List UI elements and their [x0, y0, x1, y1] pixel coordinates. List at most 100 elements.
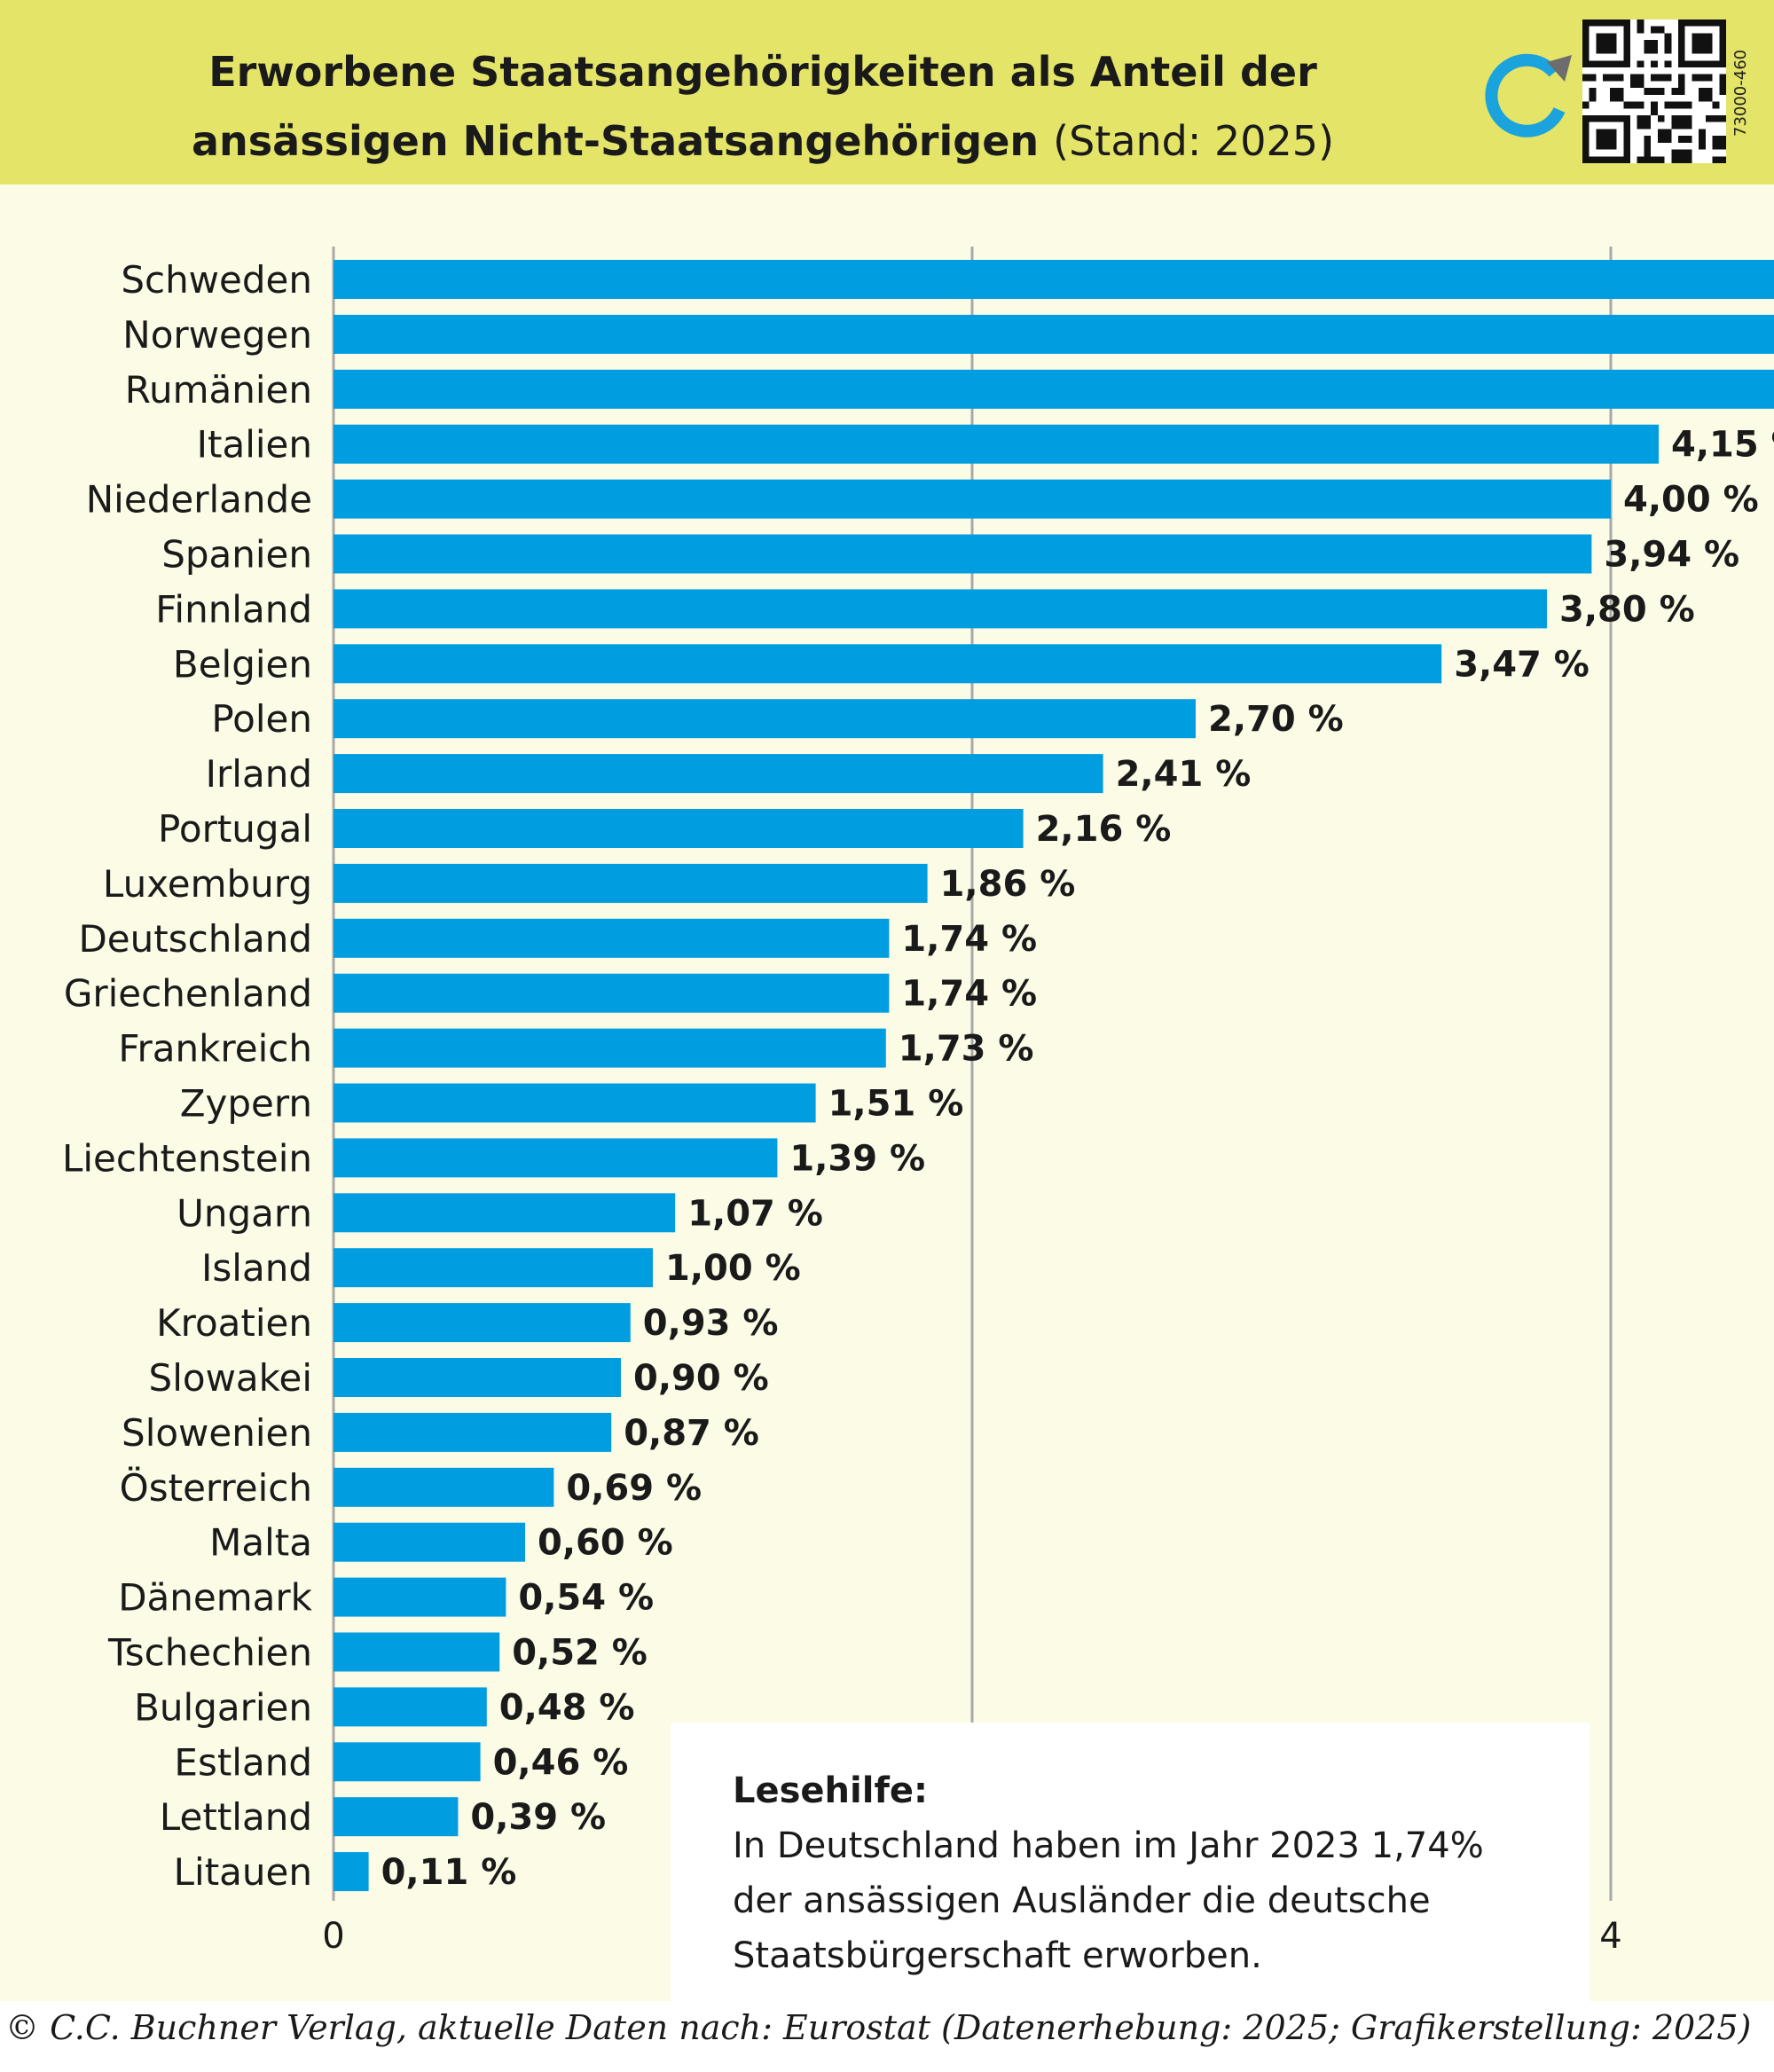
reading-aid-line-2: der ansässigen Ausländer die deutsche — [733, 1880, 1431, 1921]
plot-area: 02468 SchwedenNorwegenRumänienItalienNie… — [0, 184, 1774, 2021]
value-label: 4,15 % — [1671, 425, 1774, 466]
document-code: 73000-460 — [1731, 49, 1750, 137]
bar — [334, 863, 928, 903]
title-line-2: ansässigen Nicht-Staatsangehörigen (Stan… — [53, 106, 1472, 176]
category-label: Spanien — [161, 533, 312, 577]
value-label: 0,39 % — [470, 1797, 606, 1838]
reading-aid-title: Lesehilfe: — [733, 1770, 928, 1811]
category-label: Griechenland — [64, 972, 312, 1016]
value-labels: 7,92 %6,11 %5,92 %4,15 %4,00 %3,94 %3,80… — [381, 425, 1774, 1893]
bar — [334, 644, 1442, 684]
category-label: Luxemburg — [103, 862, 312, 906]
bar — [334, 1193, 676, 1233]
bar — [334, 918, 890, 958]
x-tick-label: 0 — [322, 1916, 344, 1957]
bar — [334, 1577, 506, 1617]
bar — [334, 314, 1774, 354]
value-label: 1,39 % — [789, 1138, 925, 1179]
bar — [334, 1742, 481, 1782]
value-label: 0,60 % — [538, 1523, 673, 1564]
value-label: 1,00 % — [665, 1248, 801, 1289]
value-label: 0,93 % — [643, 1303, 779, 1344]
bars — [334, 260, 1774, 1892]
value-label: 1,73 % — [899, 1029, 1034, 1070]
value-label: 1,74 % — [901, 974, 1037, 1015]
bar — [334, 1248, 653, 1288]
title-line-2-bold: ansässigen Nicht-Staatsangehörigen — [191, 117, 1040, 165]
category-label: Island — [201, 1246, 312, 1290]
source-footer: © C.C. Buchner Verlag, aktuelle Daten na… — [5, 2008, 1752, 2047]
value-label: 0,46 % — [493, 1742, 629, 1783]
bar — [334, 1797, 459, 1837]
bar — [334, 754, 1103, 794]
value-label: 0,52 % — [512, 1633, 648, 1674]
bar — [334, 1412, 612, 1452]
category-label: Dänemark — [118, 1576, 312, 1620]
refresh-arrow-icon — [1485, 53, 1572, 137]
bar — [334, 424, 1659, 464]
bar — [334, 589, 1547, 629]
value-label: 2,70 % — [1208, 699, 1344, 740]
bar — [334, 534, 1592, 574]
category-label: Italien — [197, 423, 312, 467]
value-label: 2,41 % — [1116, 754, 1252, 795]
grid-lines — [332, 247, 1613, 1901]
reading-aid-box: Lesehilfe: In Deutschland haben im Jahr … — [671, 1723, 1590, 2021]
value-label: 2,16 % — [1036, 809, 1172, 850]
category-label: Norwegen — [122, 313, 312, 357]
category-label: Schweden — [121, 258, 312, 302]
category-label: Ungarn — [177, 1191, 312, 1235]
bar — [334, 1632, 500, 1672]
reading-aid-line-3: Staatsbürgerschaft erworben. — [733, 1935, 1262, 1976]
title-stand: (Stand: 2025) — [1053, 117, 1335, 165]
bar — [334, 369, 1774, 409]
category-labels: Schweden Norwegen Rumänien Italien Niederlan… — [62, 258, 313, 1894]
category-label: Estland — [174, 1740, 312, 1784]
value-label: 0,90 % — [633, 1358, 769, 1399]
category-label: Niederlande — [86, 478, 312, 522]
bar — [334, 260, 1774, 299]
value-label: 3,80 % — [1559, 589, 1695, 630]
category-label: Malta — [209, 1521, 312, 1565]
category-label: Liechtenstein — [62, 1136, 312, 1180]
value-label: 3,94 % — [1604, 535, 1739, 576]
bar — [334, 479, 1611, 519]
bar — [334, 1138, 778, 1178]
bar-chart: 02468 SchwedenNorwegenRumänienItalienNie… — [62, 247, 1774, 1957]
bar — [334, 1852, 369, 1892]
category-label: Irland — [206, 752, 312, 796]
bar — [334, 1083, 816, 1123]
bar — [334, 1467, 554, 1507]
category-label: Zypern — [180, 1082, 312, 1126]
category-label: Tschechien — [107, 1631, 312, 1675]
category-label: Bulgarien — [134, 1685, 312, 1729]
value-label: 0,87 % — [624, 1413, 759, 1454]
bar — [334, 1303, 631, 1343]
category-label: Lettland — [160, 1795, 312, 1839]
bar — [334, 1028, 886, 1068]
value-label: 3,47 % — [1454, 644, 1590, 685]
category-label: Kroatien — [156, 1301, 312, 1345]
qr-code-icon — [1582, 20, 1726, 163]
value-label: 0,48 % — [499, 1687, 635, 1728]
bar — [334, 973, 890, 1013]
value-label: 0,11 % — [381, 1852, 517, 1893]
category-label: Deutschland — [78, 917, 312, 961]
category-label: Portugal — [158, 807, 312, 851]
chart-title: Erworbene Staatsangehörigkeiten als Ante… — [53, 37, 1472, 176]
value-label: 0,69 % — [566, 1468, 702, 1509]
reading-aid-line-1: In Deutschland haben im Jahr 2023 1,74% — [733, 1825, 1484, 1866]
category-label: Slowakei — [149, 1356, 312, 1400]
category-label: Polen — [211, 697, 312, 741]
value-label: 0,54 % — [518, 1578, 654, 1619]
bar — [334, 809, 1024, 848]
value-label: 1,74 % — [901, 919, 1037, 960]
category-label: Litauen — [174, 1850, 312, 1894]
category-label: Rumänien — [125, 368, 312, 412]
bar — [334, 1358, 621, 1397]
bar — [334, 1687, 487, 1727]
header-banner: Erworbene Staatsangehörigkeiten als Ante… — [0, 0, 1774, 184]
bar — [334, 1522, 525, 1562]
value-label: 4,00 % — [1623, 480, 1759, 521]
category-label: Finnland — [155, 587, 312, 631]
